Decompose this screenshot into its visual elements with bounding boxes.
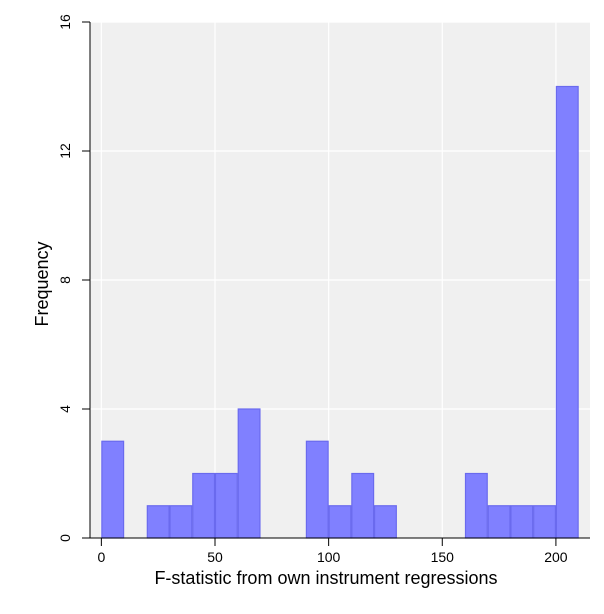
- y-axis-title: Frequency: [32, 241, 52, 326]
- y-tick-label: 12: [57, 143, 73, 159]
- bars-group: [101, 85, 579, 539]
- y-axis: 0 4 8 12 16: [57, 14, 91, 542]
- histogram-bar: [464, 472, 488, 539]
- histogram-bar: [169, 505, 193, 539]
- x-axis-title: F-statistic from own instrument regressi…: [154, 568, 497, 588]
- histogram-bar: [510, 505, 534, 539]
- histogram-bar: [328, 505, 352, 539]
- y-tick-label: 8: [57, 276, 73, 284]
- histogram-bar: [487, 505, 511, 539]
- histogram-bar: [146, 505, 170, 539]
- x-tick-label: 100: [317, 549, 341, 565]
- histogram-bar: [237, 408, 261, 539]
- histogram-bar: [373, 505, 397, 539]
- x-axis: 0 50 100 150 200: [90, 537, 590, 565]
- x-tick-label: 50: [207, 549, 223, 565]
- y-tick-label: 16: [57, 14, 73, 30]
- histogram-bar: [214, 472, 238, 539]
- histogram-bar: [351, 472, 375, 539]
- y-tick-label: 4: [57, 405, 73, 413]
- x-tick-label: 150: [431, 549, 455, 565]
- histogram-bar: [555, 85, 579, 539]
- x-tick-label: 0: [97, 549, 105, 565]
- x-tick-label: 200: [544, 549, 568, 565]
- histogram-bar: [305, 440, 329, 539]
- histogram-bar: [192, 472, 216, 539]
- y-tick-label: 0: [57, 534, 73, 542]
- histogram-bar: [101, 440, 125, 539]
- histogram-bar: [533, 505, 557, 539]
